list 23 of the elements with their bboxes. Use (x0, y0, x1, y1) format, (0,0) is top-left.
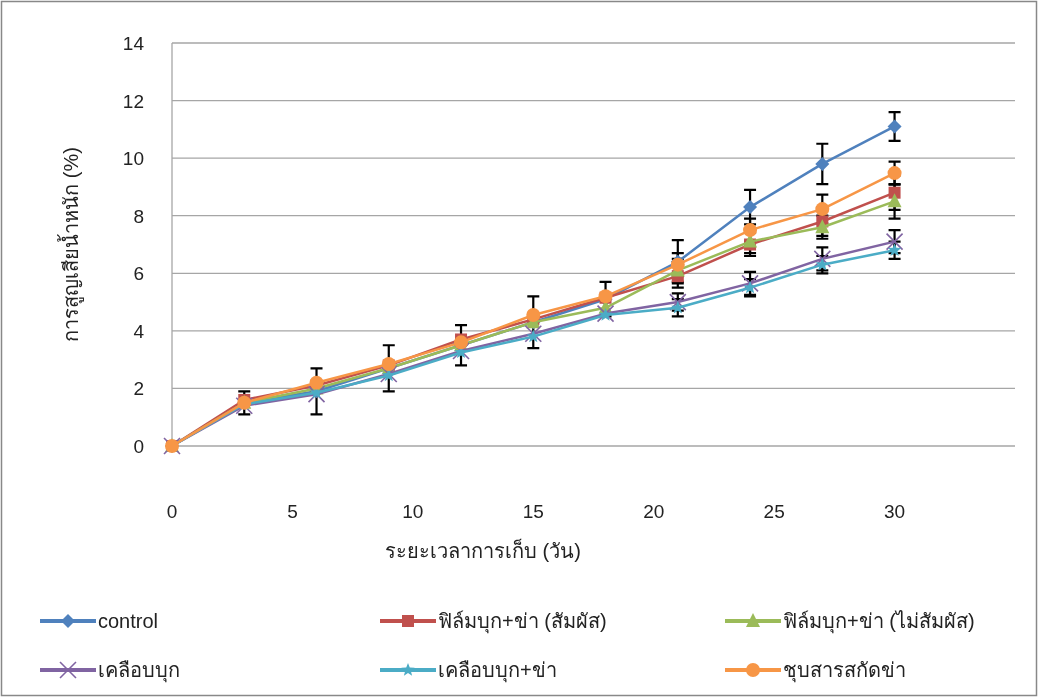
y-axis-title: การสูญเสียน้ำหนัก (%) (57, 147, 84, 342)
y-tick-label: 4 (133, 320, 145, 342)
x-tick-label: 5 (287, 501, 298, 522)
legend-label: ชุบสารสกัดข่า (783, 659, 906, 683)
y-tick-label: 8 (133, 205, 144, 227)
y-tick-label: 14 (122, 33, 145, 54)
y-tick-label: 0 (133, 436, 144, 457)
y-tick-label: 10 (122, 148, 144, 170)
x-tick-label: 25 (763, 501, 785, 522)
x-tick-label: 0 (166, 501, 178, 522)
legend-label: control (98, 610, 159, 632)
x-axis-title: ระยะเวลาการเก็บ (วัน) (385, 538, 581, 562)
y-tick-label: 2 (133, 378, 144, 400)
y-tick-label: 6 (133, 263, 144, 285)
x-tick-label: 30 (884, 501, 906, 522)
y-tick-label: 12 (122, 90, 144, 112)
legend-label: เคลือบบุก (98, 659, 180, 683)
legend-label: ฟิล์มบุก+ข่า (สัมผัส) (438, 610, 607, 634)
x-tick-label: 15 (522, 501, 544, 522)
legend-label: เคลือบบุก+ข่า (438, 659, 557, 683)
x-tick-label: 10 (402, 501, 424, 522)
legend-label: ฟิล์มบุก+ข่า (ไม่สัมผัส) (783, 610, 975, 634)
x-tick-label: 20 (643, 501, 665, 522)
